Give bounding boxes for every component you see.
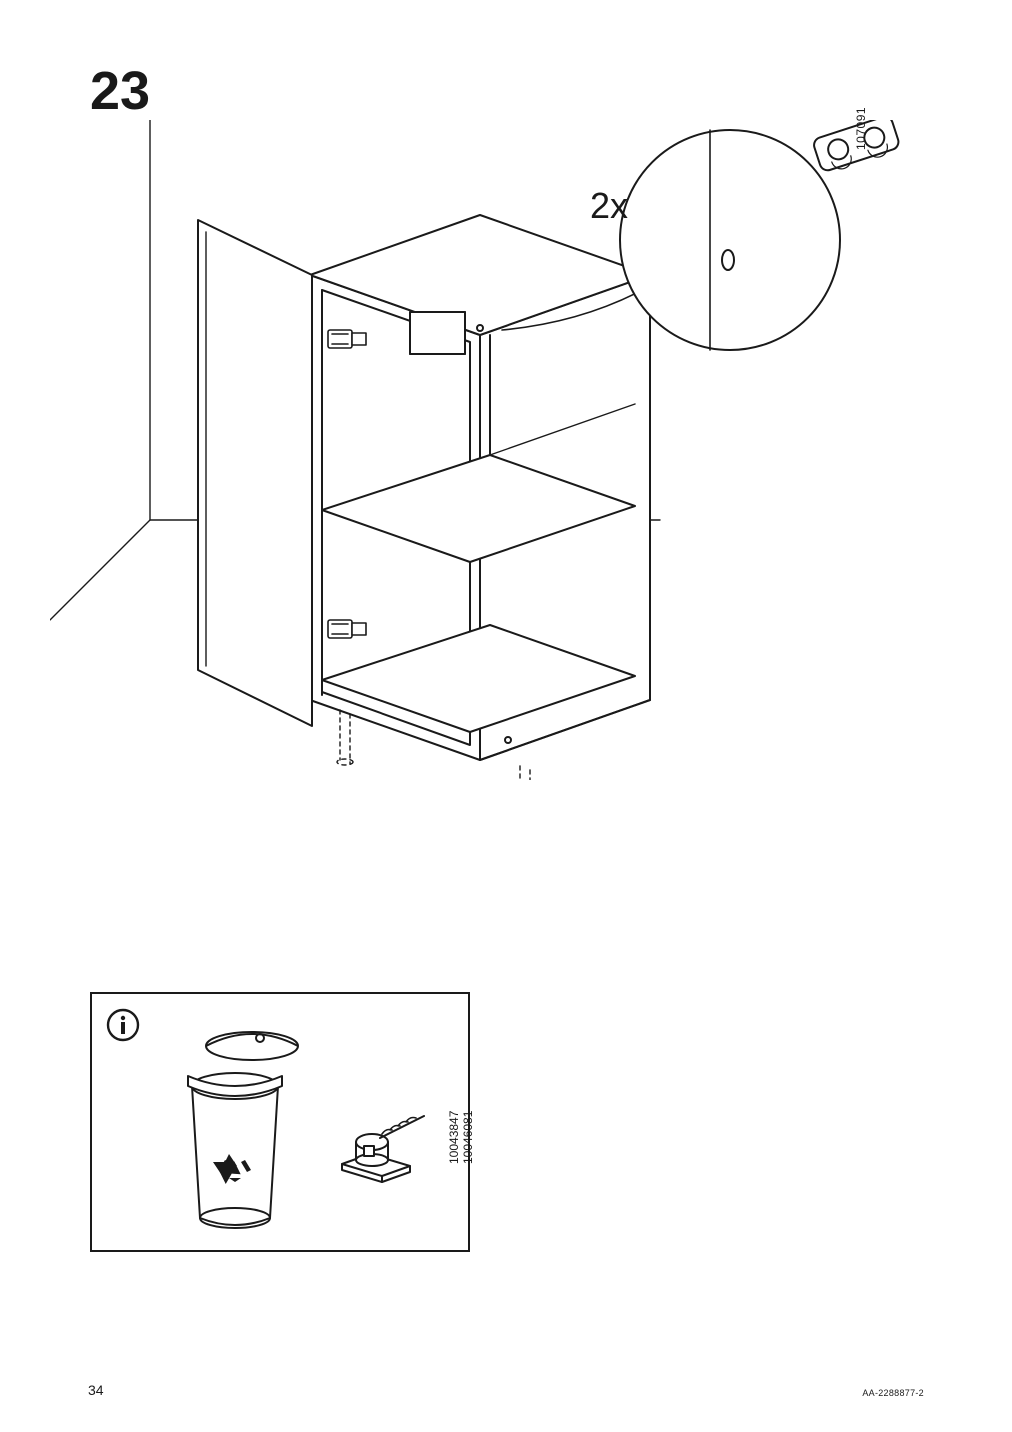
instruction-page: 23: [0, 0, 1012, 1432]
info-icon: [106, 1008, 140, 1042]
hardware-quantity-label: 2x: [590, 185, 628, 227]
discard-info-panel: 10043847 10046081: [90, 992, 470, 1252]
cabinet-assembly-illustration: [50, 120, 960, 780]
step-number: 23: [90, 60, 150, 122]
discard-part-number-2: 10046081: [461, 1111, 475, 1164]
page-number: 34: [88, 1382, 104, 1398]
hardware-part-number: 107091: [854, 107, 868, 150]
discard-part-number-1: 10043847: [447, 1111, 461, 1164]
recycle-bin-icon: [170, 1014, 300, 1234]
discard-hardware-icon: [332, 1094, 432, 1184]
document-code: AA-2288877-2: [862, 1388, 924, 1398]
discard-part-numbers: 10043847 10046081: [448, 1111, 476, 1164]
